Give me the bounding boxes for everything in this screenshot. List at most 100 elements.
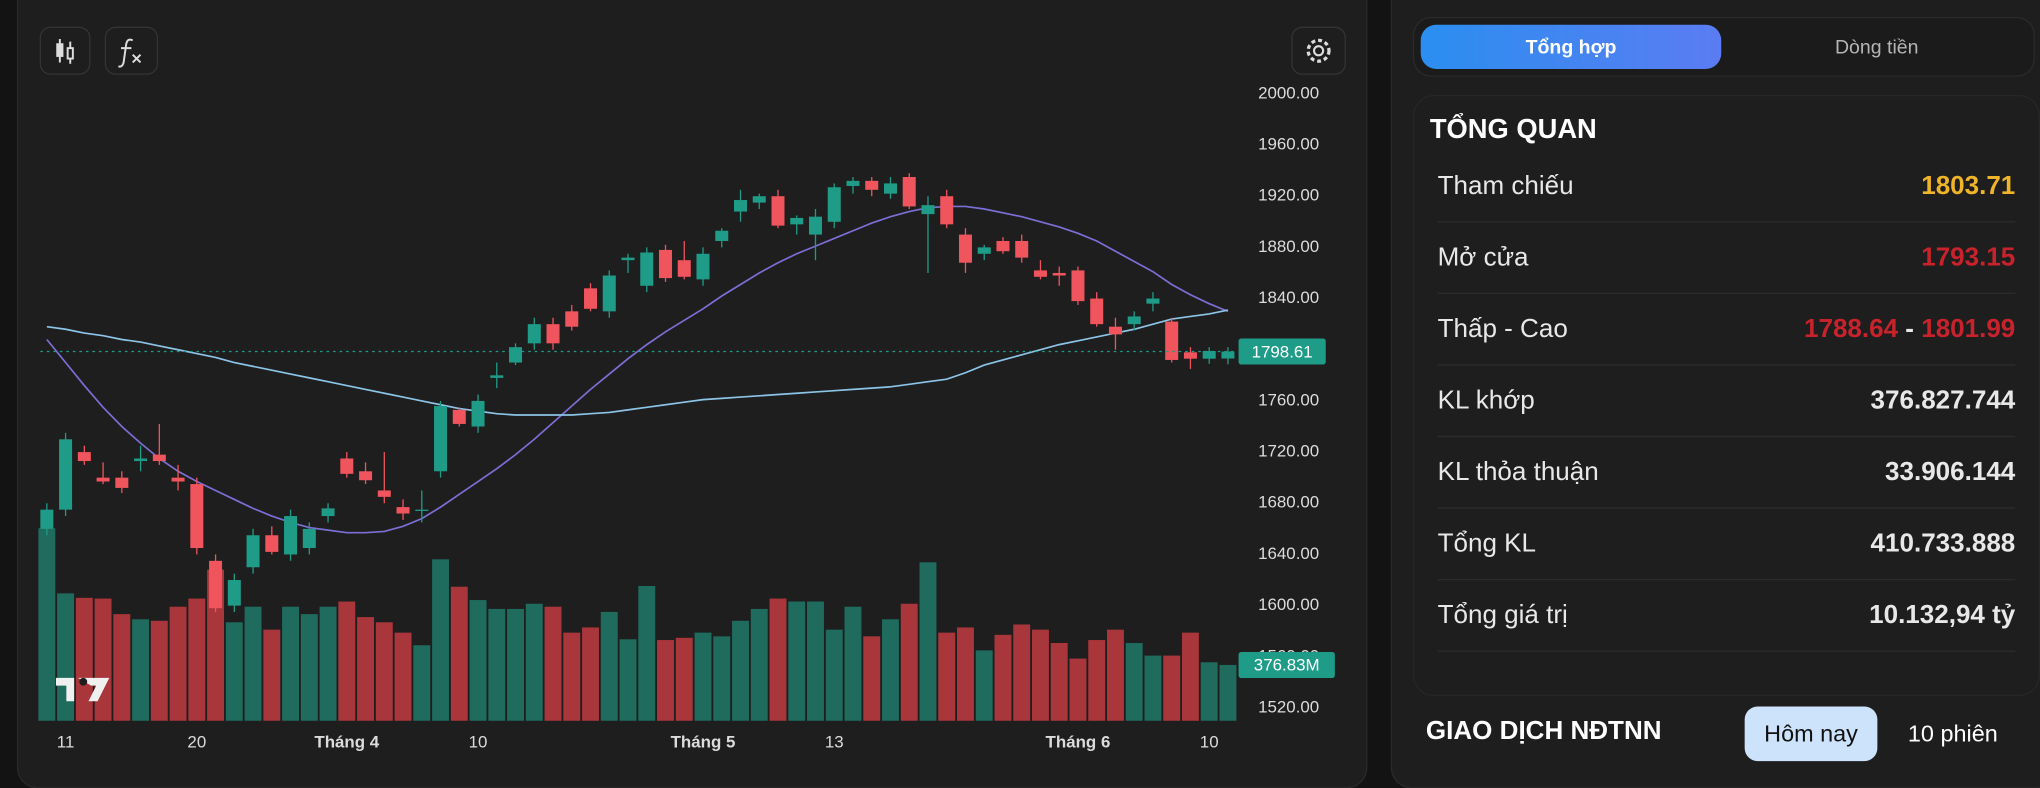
volume-bar — [900, 603, 918, 721]
y-tick-label: 1600.00 — [1258, 595, 1319, 614]
volume-bar — [338, 601, 356, 721]
candle-body — [715, 230, 729, 241]
overview-section: TỔNG QUAN Tham chiếu 1803.71 Mở cửa 1793.1… — [1412, 94, 2040, 697]
x-tick-label: 13 — [825, 732, 844, 751]
settings-button[interactable] — [1291, 26, 1346, 75]
y-tick-label: 1920.00 — [1258, 186, 1319, 205]
volume-bar — [544, 606, 562, 721]
candle-body — [377, 490, 391, 497]
candle-body — [902, 177, 916, 207]
candle-body — [265, 535, 279, 552]
candle-body — [321, 508, 335, 517]
moving-average-line — [46, 309, 1229, 416]
volume-bar — [732, 620, 749, 721]
volume-bar — [469, 600, 487, 721]
volume-bar — [563, 632, 581, 721]
volume-bar — [882, 619, 899, 721]
volume-bar — [1050, 643, 1068, 721]
volume-bar — [57, 593, 75, 721]
gear-teeth — [1306, 38, 1331, 63]
candle-body — [865, 180, 879, 190]
candle-body — [790, 217, 804, 225]
candle-body — [771, 196, 785, 226]
tab-active[interactable]: Tổng hợp — [1420, 24, 1722, 69]
period-button[interactable]: 10 phiên — [1907, 720, 1998, 747]
indicator-button[interactable] — [104, 26, 159, 75]
candle-type-button[interactable] — [39, 26, 91, 75]
volume-bar — [638, 585, 656, 721]
row-label: Thấp - Cao — [1437, 314, 1568, 343]
candle-body — [415, 509, 429, 511]
volume-bar — [919, 562, 937, 721]
volume-bar — [788, 601, 806, 721]
candle-body — [1146, 298, 1160, 304]
candle-body — [621, 257, 635, 261]
volume-bar — [844, 606, 862, 721]
volume-bar — [450, 586, 468, 721]
volume-bar — [1144, 655, 1162, 721]
y-tick-label: 1520.00 — [1258, 697, 1319, 716]
section-title: TỔNG QUAN — [1429, 114, 1597, 145]
candle-body — [1015, 240, 1029, 258]
candle-body — [1052, 272, 1066, 276]
last-price-tag — [1238, 338, 1326, 365]
candle-body — [40, 509, 54, 529]
x-tick-label: 20 — [187, 732, 206, 751]
volume-bar — [38, 528, 56, 721]
candle-body — [471, 400, 485, 427]
plot: 1520.001560.001600.001640.001680.001720.… — [38, 83, 1335, 751]
low-value: 1788.64 — [1804, 314, 1899, 343]
last-price-label: 1798.61 — [1252, 342, 1313, 361]
candle-body — [509, 347, 523, 363]
candle-body — [677, 260, 691, 277]
volume-bar — [319, 606, 337, 721]
volume-bar — [694, 632, 712, 721]
y-tick-label: 1960.00 — [1258, 134, 1319, 153]
row-label: Mở cửa — [1437, 242, 1529, 272]
candle-body — [696, 253, 710, 280]
volume-bar — [807, 601, 824, 721]
candle-body — [921, 205, 935, 215]
volume-bar — [863, 636, 881, 721]
period-button-active[interactable]: Hôm nay — [1744, 706, 1878, 762]
volume-bar — [394, 632, 412, 721]
candle-body — [733, 200, 748, 212]
foreign-title: GIAO DỊCH NĐTNN — [1425, 716, 1662, 746]
y-tick-label: 1760.00 — [1258, 390, 1319, 409]
candle-body — [827, 187, 841, 222]
candle-body — [527, 324, 541, 344]
gear-icon — [1312, 45, 1325, 57]
volume-bar — [169, 606, 187, 721]
fx-icon — [118, 38, 142, 68]
volume-bar — [1013, 624, 1031, 721]
volume-bar — [507, 608, 524, 721]
x-tick-label: Tháng 6 — [1046, 732, 1111, 751]
candle-body — [584, 288, 598, 309]
tab[interactable]: Dòng tiền — [1834, 35, 1919, 58]
volume-bar — [1125, 643, 1143, 721]
volume-bar — [113, 614, 131, 721]
candle-body — [1165, 321, 1179, 360]
volume-bar — [263, 629, 281, 721]
volume-bar — [1219, 664, 1237, 721]
volume-bar — [132, 619, 150, 721]
candle-body — [977, 247, 991, 254]
candle-body — [434, 406, 448, 472]
moving-average-line — [46, 205, 1229, 534]
candle-body — [659, 249, 673, 279]
candle-body — [59, 439, 73, 510]
x-tick-label: 11 — [57, 732, 75, 751]
high-value: 1801.99 — [1921, 314, 2016, 343]
candle-body — [1127, 316, 1141, 325]
row-label: KL thỏa thuận — [1437, 457, 1599, 486]
candle-body — [640, 252, 654, 286]
candle-body — [602, 275, 616, 312]
candle-body — [996, 240, 1010, 252]
candle-body — [96, 477, 110, 482]
candle-body — [1071, 270, 1085, 302]
row-value: 10.132,94 tỷ — [1869, 600, 2016, 630]
x-tick-label: 10 — [1200, 732, 1219, 751]
row: KL khớp 376.827.744 — [1437, 366, 2016, 438]
row: Tổng giá trị 10.132,94 tỷ — [1437, 580, 2016, 652]
x-tick-label: Tháng 5 — [671, 732, 736, 751]
